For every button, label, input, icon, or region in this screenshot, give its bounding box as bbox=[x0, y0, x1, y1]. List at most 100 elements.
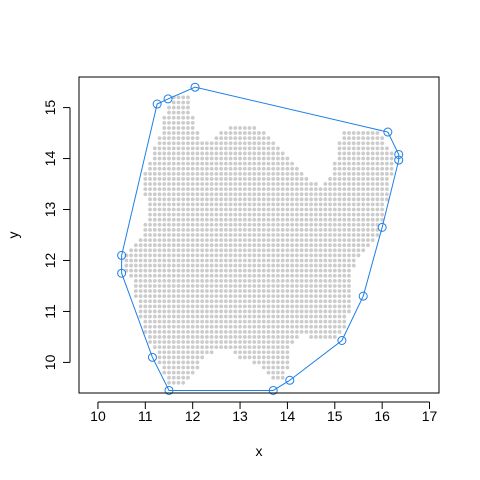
data-point bbox=[247, 324, 252, 329]
data-point bbox=[261, 294, 266, 299]
data-point bbox=[337, 146, 342, 151]
data-point bbox=[190, 314, 195, 319]
data-point bbox=[152, 156, 157, 161]
data-point bbox=[190, 228, 195, 232]
data-point bbox=[261, 335, 266, 339]
data-point bbox=[313, 329, 318, 334]
data-point bbox=[366, 177, 370, 181]
data-point bbox=[152, 304, 157, 309]
data-point bbox=[186, 212, 190, 217]
data-point bbox=[280, 375, 285, 380]
data-point bbox=[181, 171, 186, 176]
data-point bbox=[332, 278, 337, 283]
data-point bbox=[356, 207, 361, 212]
data-point bbox=[257, 222, 261, 227]
data-point bbox=[133, 248, 138, 253]
data-point bbox=[176, 212, 181, 217]
data-point bbox=[204, 171, 209, 176]
data-point bbox=[318, 217, 323, 222]
data-point bbox=[238, 329, 242, 334]
data-point bbox=[266, 370, 271, 375]
data-point bbox=[171, 375, 176, 380]
data-point bbox=[257, 289, 261, 293]
data-point bbox=[299, 258, 304, 263]
data-point bbox=[152, 177, 157, 181]
data-point bbox=[171, 187, 176, 192]
data-point bbox=[157, 355, 162, 360]
data-point bbox=[171, 105, 176, 110]
data-point bbox=[167, 192, 171, 197]
data-point bbox=[148, 258, 152, 263]
data-point bbox=[238, 182, 242, 186]
data-point bbox=[162, 253, 167, 258]
data-point bbox=[233, 233, 238, 237]
x-tick-label: 10 bbox=[90, 408, 106, 424]
data-point bbox=[280, 161, 285, 166]
data-point bbox=[257, 243, 261, 248]
data-point bbox=[219, 141, 224, 146]
data-point bbox=[280, 177, 285, 181]
data-point bbox=[219, 166, 224, 171]
data-point bbox=[375, 177, 380, 181]
data-point bbox=[271, 212, 276, 217]
data-point bbox=[252, 141, 257, 146]
data-point bbox=[271, 350, 276, 355]
data-point bbox=[356, 238, 361, 243]
data-point bbox=[167, 258, 171, 263]
data-point bbox=[223, 284, 228, 288]
data-point bbox=[294, 228, 299, 232]
data-point bbox=[309, 273, 314, 278]
data-point bbox=[228, 340, 233, 344]
data-point bbox=[138, 278, 143, 283]
data-point bbox=[261, 197, 266, 202]
data-point bbox=[323, 268, 328, 273]
data-point bbox=[228, 248, 233, 253]
data-point bbox=[204, 329, 209, 334]
data-point bbox=[200, 268, 205, 273]
data-point bbox=[167, 365, 171, 370]
data-point bbox=[167, 319, 171, 324]
data-point bbox=[148, 187, 152, 192]
data-point bbox=[238, 314, 242, 319]
data-point bbox=[233, 340, 238, 344]
data-point bbox=[370, 177, 375, 181]
data-point bbox=[138, 289, 143, 293]
data-point bbox=[347, 141, 351, 146]
data-point bbox=[366, 228, 370, 232]
data-point bbox=[124, 263, 129, 268]
data-point bbox=[380, 192, 385, 197]
data-point bbox=[157, 217, 162, 222]
data-point bbox=[328, 233, 332, 237]
data-point bbox=[347, 233, 351, 237]
data-point bbox=[152, 319, 157, 324]
data-point bbox=[195, 228, 200, 232]
data-point bbox=[285, 233, 290, 237]
data-point bbox=[290, 253, 295, 258]
data-point bbox=[271, 273, 276, 278]
data-point bbox=[361, 171, 366, 176]
data-point bbox=[204, 284, 209, 288]
data-point bbox=[252, 350, 257, 355]
data-point bbox=[138, 268, 143, 273]
data-point bbox=[266, 273, 271, 278]
data-point bbox=[347, 151, 351, 156]
data-point bbox=[252, 329, 257, 334]
data-point bbox=[276, 314, 280, 319]
data-point bbox=[219, 136, 224, 141]
data-point bbox=[276, 177, 280, 181]
data-point bbox=[200, 299, 205, 304]
data-point bbox=[342, 319, 347, 324]
data-point bbox=[157, 166, 162, 171]
data-point bbox=[209, 309, 214, 314]
data-point bbox=[313, 314, 318, 319]
data-point bbox=[337, 207, 342, 212]
data-point bbox=[290, 304, 295, 309]
data-point bbox=[171, 182, 176, 186]
data-point bbox=[294, 273, 299, 278]
data-point bbox=[219, 212, 224, 217]
data-point bbox=[176, 182, 181, 186]
data-point bbox=[209, 146, 214, 151]
data-point bbox=[228, 299, 233, 304]
data-point bbox=[290, 248, 295, 253]
data-point bbox=[347, 263, 351, 268]
